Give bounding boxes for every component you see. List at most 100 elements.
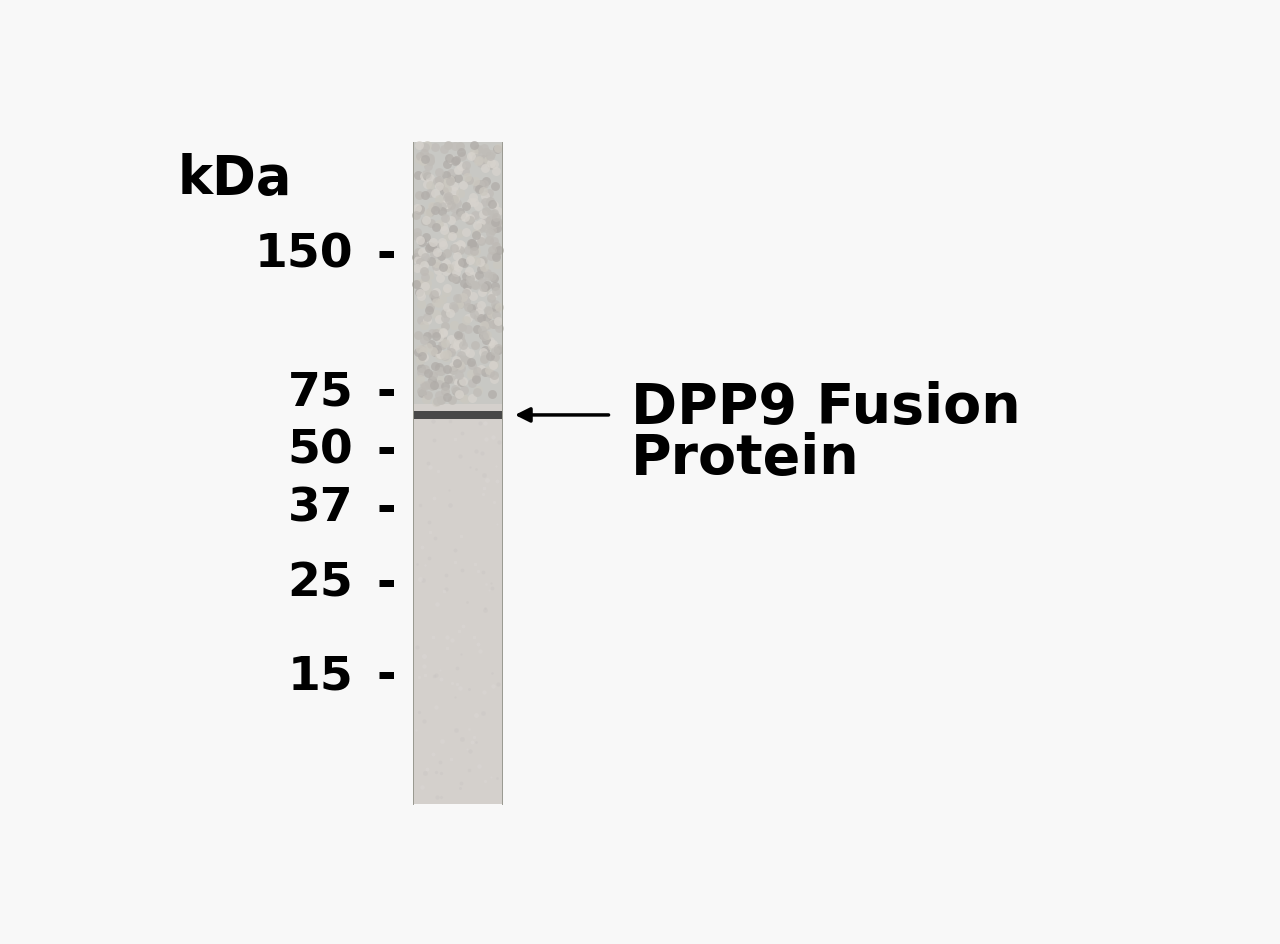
Point <box>488 342 508 357</box>
Point <box>449 386 470 401</box>
Point <box>456 294 476 309</box>
Point <box>449 237 470 252</box>
Point <box>465 557 485 572</box>
Point <box>458 322 479 337</box>
Point <box>440 306 461 321</box>
Point <box>472 254 493 269</box>
Point <box>448 388 468 403</box>
Point <box>406 723 426 738</box>
Point <box>486 770 507 785</box>
Point <box>429 178 449 194</box>
Point <box>410 232 430 247</box>
Point <box>443 358 463 373</box>
Point <box>436 245 457 261</box>
Point <box>468 152 489 167</box>
Point <box>430 393 451 408</box>
Point <box>448 163 468 178</box>
Point <box>481 287 502 302</box>
Point <box>408 167 429 182</box>
Point <box>435 582 456 597</box>
Point <box>485 296 506 312</box>
Point <box>461 249 481 264</box>
Point <box>445 152 466 167</box>
Point <box>424 378 444 393</box>
Point <box>429 329 449 345</box>
Point <box>456 198 476 213</box>
Point <box>410 255 430 270</box>
Point <box>440 340 461 355</box>
Point <box>412 234 433 249</box>
Point <box>425 239 445 254</box>
Point <box>485 307 506 322</box>
Point <box>462 358 483 373</box>
Point <box>485 220 506 235</box>
Point <box>420 204 440 219</box>
Point <box>463 190 484 205</box>
Point <box>485 299 506 314</box>
Point <box>471 220 492 235</box>
Point <box>440 497 461 513</box>
Point <box>431 733 452 749</box>
Point <box>426 284 447 299</box>
Point <box>488 203 508 218</box>
Point <box>467 299 488 314</box>
Point <box>419 205 439 220</box>
Point <box>484 197 504 212</box>
Point <box>456 285 476 300</box>
Point <box>452 255 472 270</box>
Point <box>452 563 472 578</box>
Point <box>471 297 492 312</box>
Point <box>476 174 497 189</box>
Point <box>415 558 435 573</box>
Point <box>408 138 429 153</box>
Point <box>475 347 495 362</box>
Point <box>458 722 479 737</box>
Point <box>411 360 431 375</box>
Point <box>419 404 439 419</box>
Point <box>453 338 474 353</box>
Point <box>438 189 458 204</box>
Point <box>435 167 456 182</box>
Point <box>467 322 488 337</box>
Text: -: - <box>376 429 396 474</box>
Point <box>483 207 503 222</box>
Text: -: - <box>376 654 396 700</box>
Point <box>442 270 462 285</box>
Point <box>410 149 430 164</box>
Point <box>461 237 481 252</box>
Point <box>442 228 462 244</box>
Point <box>475 603 495 618</box>
Point <box>421 254 442 269</box>
Point <box>476 332 497 347</box>
Point <box>443 360 463 375</box>
Text: DPP9 Fusion: DPP9 Fusion <box>631 380 1021 434</box>
Point <box>438 138 458 153</box>
Point <box>421 373 442 388</box>
Point <box>425 291 445 306</box>
Point <box>429 173 449 188</box>
Point <box>467 383 488 398</box>
Point <box>419 267 439 282</box>
Point <box>453 276 474 291</box>
Point <box>420 299 440 314</box>
Point <box>484 371 504 386</box>
Point <box>474 141 494 156</box>
Point <box>452 425 472 440</box>
Point <box>438 640 458 655</box>
Point <box>436 346 457 362</box>
Point <box>415 333 435 348</box>
Point <box>462 269 483 284</box>
Point <box>449 367 470 382</box>
Point <box>456 224 476 239</box>
Point <box>467 198 488 213</box>
Point <box>419 365 439 380</box>
Point <box>416 167 436 182</box>
Point <box>410 285 430 300</box>
Point <box>438 372 458 387</box>
Point <box>461 300 481 315</box>
Point <box>419 150 439 165</box>
Point <box>477 153 498 168</box>
Point <box>445 722 466 737</box>
Point <box>416 137 436 152</box>
Point <box>453 177 474 193</box>
